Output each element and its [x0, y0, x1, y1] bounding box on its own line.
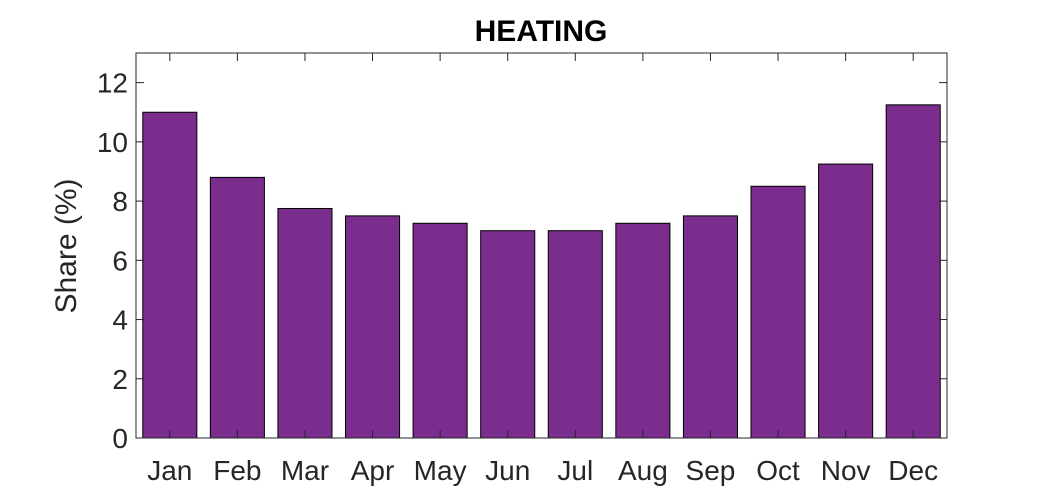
y-tick-label: 6 [112, 245, 128, 276]
x-tick-label: Mar [281, 455, 329, 486]
bar-jul [547, 230, 603, 439]
y-tick-label: 2 [112, 364, 128, 395]
x-tick-label: Jul [557, 455, 593, 486]
x-tick-label: Aug [618, 455, 668, 486]
bar-apr [345, 215, 401, 439]
y-tick-label: 4 [112, 305, 128, 336]
bar-aug [615, 222, 671, 439]
x-tick-label: Oct [756, 455, 800, 486]
y-tick-label: 8 [112, 186, 128, 217]
x-tick-label: Feb [213, 455, 261, 486]
bar-mar [277, 207, 333, 439]
bar-jan [142, 111, 198, 439]
x-tick-label: Jun [485, 455, 530, 486]
bar-nov [818, 163, 874, 439]
plot-frame [135, 52, 948, 439]
y-ticks-group: 0 2 4 6 8 10 12 [97, 68, 947, 454]
bar-jun [480, 230, 536, 439]
y-tick-label: 0 [112, 423, 128, 454]
y-tick-label: 12 [97, 68, 128, 99]
x-tick-label: May [414, 455, 467, 486]
x-tick-label: Dec [888, 455, 938, 486]
bar-sep [682, 215, 738, 439]
bar-dec [885, 104, 941, 439]
x-tick-label: Apr [351, 455, 395, 486]
y-tick-label: 10 [97, 127, 128, 158]
x-tick-label: Nov [821, 455, 871, 486]
bar-feb [209, 176, 265, 439]
bar-oct [750, 185, 806, 439]
bar-may [412, 222, 468, 439]
y-axis-label: Share (%) [50, 178, 83, 313]
x-tick-label: Sep [686, 455, 736, 486]
chart-title: HEATING [475, 15, 608, 48]
x-tick-label: Jan [147, 455, 192, 486]
x-ticks-group: Jan Feb Mar Apr May Jun Jul Aug Sep Oct Nov Dec [147, 53, 938, 486]
bars-group [142, 104, 941, 439]
